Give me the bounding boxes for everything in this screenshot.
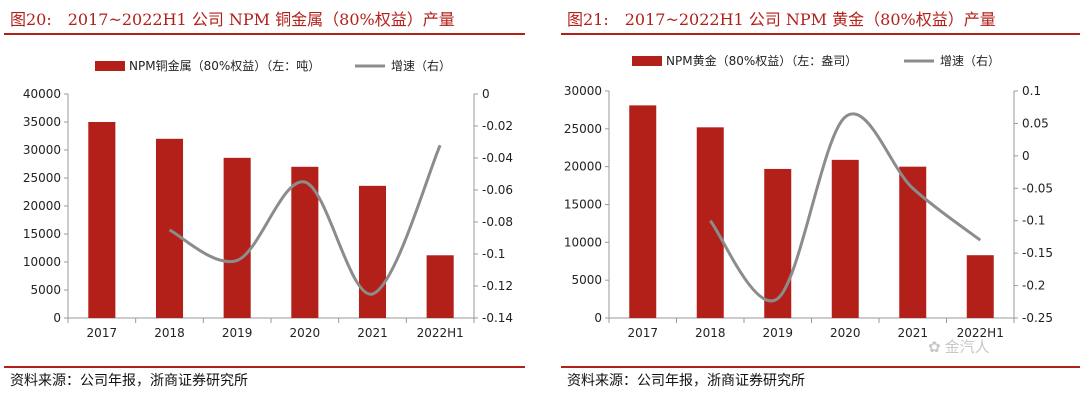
title-rule	[4, 33, 525, 35]
right-tick-label: -0.25	[1022, 311, 1053, 325]
left-tick-label: 30000	[23, 143, 61, 157]
left-tick-label: 20000	[564, 160, 602, 174]
chart-title: 图20: 2017~2022H1 公司 NPM 铜金属（80%权益）产量	[10, 10, 455, 29]
bar-2019	[223, 157, 251, 318]
right-tick-label: -0.02	[482, 119, 513, 133]
legend-line-label: 增速（右）	[391, 58, 451, 73]
bar-2018	[155, 138, 184, 318]
x-tick-label: 2018	[695, 326, 726, 340]
source-note: 资料来源：公司年报，浙商证券研究所	[567, 373, 805, 389]
bar-2021	[358, 185, 387, 318]
right-tick-label: -0.14	[482, 311, 513, 325]
legend-bar-swatch	[632, 56, 662, 66]
chart-title: 图21: 2017~2022H1 公司 NPM 黄金（80%权益）产量	[567, 10, 996, 29]
left-tick-label: 0	[594, 311, 602, 325]
x-tick-label: 2017	[87, 326, 118, 340]
bar-2019	[764, 168, 792, 318]
title-rule	[561, 33, 1080, 35]
bar-2017	[629, 105, 657, 318]
copper-chart: 0 5000 10000 15000 20000 25000 30000 35000 40000…	[23, 58, 513, 340]
right-tick-label: -0.12	[482, 279, 513, 293]
right-tick-label: 0.1	[1022, 84, 1041, 98]
legend-line-label: 增速（右）	[940, 53, 1000, 68]
right-tick-label: -0.2	[1022, 279, 1045, 293]
left-tick-label: 25000	[564, 122, 602, 136]
footer-rule	[561, 366, 1080, 368]
bar-2022H1	[966, 255, 994, 318]
x-tick-label: 2020	[290, 326, 321, 340]
right-tick-label: 0.05	[1022, 116, 1049, 130]
left-tick-label: 0	[53, 311, 61, 325]
bar-2022H1	[426, 255, 454, 318]
left-tick-label: 5000	[571, 273, 602, 287]
x-tick-label: 2020	[830, 326, 861, 340]
bar-2017	[88, 122, 116, 318]
right-tick-label: -0.04	[482, 151, 513, 165]
x-tick-label: 2022H1	[417, 326, 464, 340]
right-tick-label: -0.1	[482, 247, 505, 261]
x-tick-label: 2019	[762, 326, 793, 340]
right-tick-label: -0.08	[482, 215, 513, 229]
legend-bar-label: NPM铜金属（80%权益）（左：吨）	[129, 58, 320, 73]
right-tick-label: -0.1	[1022, 214, 1045, 228]
bar-2020	[291, 166, 319, 318]
left-tick-label: 15000	[23, 227, 61, 241]
right-tick-label: 0	[482, 87, 490, 101]
right-tick-label: -0.15	[1022, 246, 1053, 260]
growth-line	[168, 144, 442, 296]
gold-chart: 0 5000 10000 15000 20000 25000 30000 0.1 0.05 0 -0…	[564, 53, 1053, 340]
left-tick-label: 20000	[23, 199, 61, 213]
x-tick-label: 2017	[627, 326, 658, 340]
left-tick-label: 40000	[23, 87, 61, 101]
left-tick-label: 10000	[23, 255, 61, 269]
wechat-icon: ✿	[928, 338, 941, 356]
left-tick-label: 30000	[564, 84, 602, 98]
legend-bar-swatch	[95, 61, 125, 71]
x-tick-label: 2022H1	[957, 326, 1004, 340]
chart-panel-gold: 图21: 2017~2022H1 公司 NPM 黄金（80%权益）产量 0 500…	[557, 0, 1080, 401]
right-tick-label: -0.06	[482, 183, 513, 197]
watermark: ✿ 金汽人	[928, 336, 994, 357]
left-tick-label: 5000	[30, 283, 61, 297]
left-tick-label: 10000	[564, 235, 602, 249]
right-tick-label: 0	[1022, 149, 1030, 163]
watermark-text: 金汽人	[944, 338, 990, 356]
x-tick-label: 2021	[357, 326, 388, 340]
x-tick-label: 2019	[222, 326, 253, 340]
bar-2020	[831, 159, 859, 318]
right-tick-label: -0.05	[1022, 181, 1053, 195]
chart-panel-copper: 图20: 2017~2022H1 公司 NPM 铜金属（80%权益）产量 0 50…	[0, 0, 525, 401]
left-tick-label: 15000	[564, 198, 602, 212]
x-tick-label: 2018	[154, 326, 185, 340]
x-tick-label: 2021	[897, 326, 928, 340]
left-tick-label: 35000	[23, 115, 61, 129]
left-tick-label: 25000	[23, 171, 61, 185]
legend-bar-label: NPM黄金（80%权益）（左：盎司）	[666, 53, 857, 68]
bar-2021	[899, 166, 927, 318]
footer-rule	[4, 366, 525, 368]
source-note: 资料来源：公司年报，浙商证券研究所	[10, 373, 248, 389]
growth-line	[709, 112, 982, 303]
